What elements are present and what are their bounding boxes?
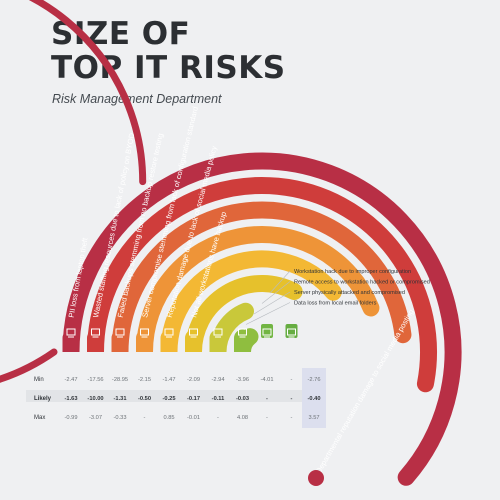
risk-bar-1 — [87, 177, 437, 393]
page-subtitle: Risk Management Department — [52, 92, 222, 106]
cell-1-0: -1.63 — [65, 396, 78, 402]
workstation-icon-4 — [164, 328, 174, 336]
workstation-icon-5 — [189, 328, 198, 336]
legend-entry-2: Server physically attacked and compromis… — [294, 290, 405, 296]
risk-bar-3 — [136, 226, 380, 353]
risk-bar-0 — [62, 152, 462, 486]
cell-0-8: -4.01 — [261, 377, 274, 383]
cell-0-3: -2.15 — [138, 377, 151, 383]
outer-arc-cap — [308, 470, 324, 486]
cell-2-6: - — [217, 415, 219, 421]
cell-0-0: -2.47 — [65, 377, 78, 383]
legend-entry-1: Remote access to workstation hacked or c… — [294, 280, 430, 286]
cell-0-6: -2.94 — [212, 377, 225, 383]
cell-1-outer: -0.40 — [308, 396, 321, 402]
workstation-icon-2 — [115, 328, 125, 336]
page-title: SIZE OF TOP IT RISKS — [51, 17, 286, 85]
row-label-0: Min — [34, 377, 44, 383]
workstation-icon-9 — [287, 328, 296, 336]
legend-group: Workstation hack due to improper configu… — [245, 269, 430, 325]
legend-entry-3: Data loss from local email folders — [294, 301, 377, 307]
row-label-2: Max — [34, 415, 45, 421]
cell-2-4: 0.85 — [163, 415, 174, 421]
risk-bar-4 — [160, 250, 342, 353]
cell-2-outer: 3.57 — [308, 415, 319, 421]
cell-2-9: - — [291, 415, 293, 421]
workstation-icon-3 — [140, 328, 149, 336]
cell-1-3: -0.50 — [138, 396, 151, 402]
cell-1-2: -1.31 — [114, 396, 127, 402]
risk-bar-7 — [234, 328, 259, 353]
risk-bar-6 — [209, 302, 255, 353]
legend-leader-2 — [253, 291, 291, 315]
cell-2-8: - — [266, 415, 268, 421]
workstation-icon-8 — [262, 328, 272, 336]
cell-2-7: 4.08 — [237, 415, 248, 421]
legend-leader-0 — [269, 270, 291, 294]
workstation-icon-6 — [213, 328, 223, 336]
cell-0-9: - — [291, 377, 293, 383]
workstation-icon-1 — [91, 328, 100, 336]
outer-column-highlight — [302, 368, 326, 428]
workstation-icon-0 — [66, 328, 76, 336]
cell-2-0: -0.99 — [65, 415, 78, 421]
legend-leader-3 — [245, 302, 291, 325]
cell-0-2: -28.95 — [112, 377, 128, 383]
legend-entry-0: Workstation hack due to improper configu… — [294, 269, 411, 275]
workstation-icon-7 — [238, 328, 247, 336]
row-label-1: Likely — [34, 396, 52, 402]
cell-0-4: -1.47 — [163, 377, 176, 383]
cell-1-4: -0.25 — [163, 396, 176, 402]
risk-bar-2 — [111, 201, 412, 353]
likely-row-band — [26, 390, 326, 402]
cell-0-7: -3.96 — [236, 377, 249, 383]
cell-2-3: - — [144, 415, 146, 421]
legend-leader-1 — [261, 281, 291, 304]
cell-1-5: -0.17 — [187, 396, 200, 402]
cell-2-5: -0.01 — [187, 415, 200, 421]
cell-0-5: -2.09 — [187, 377, 200, 383]
outer-arc — [0, 0, 147, 383]
cell-1-6: -0.11 — [212, 396, 225, 402]
cell-0-outer: -2.76 — [308, 377, 321, 383]
outer-arc-label: Departmental reputation damage to social… — [314, 308, 416, 475]
cell-2-2: -0.33 — [114, 415, 127, 421]
cell-1-1: -10.00 — [87, 396, 103, 402]
cell-2-1: -3.07 — [89, 415, 102, 421]
risk-bar-5 — [185, 275, 303, 353]
title-line-2: TOP IT RISKS — [51, 50, 286, 86]
cell-0-1: -17.56 — [87, 377, 103, 383]
cell-1-8: - — [266, 396, 268, 402]
cell-1-7: -0.03 — [236, 396, 249, 402]
cell-1-9: - — [291, 396, 293, 402]
